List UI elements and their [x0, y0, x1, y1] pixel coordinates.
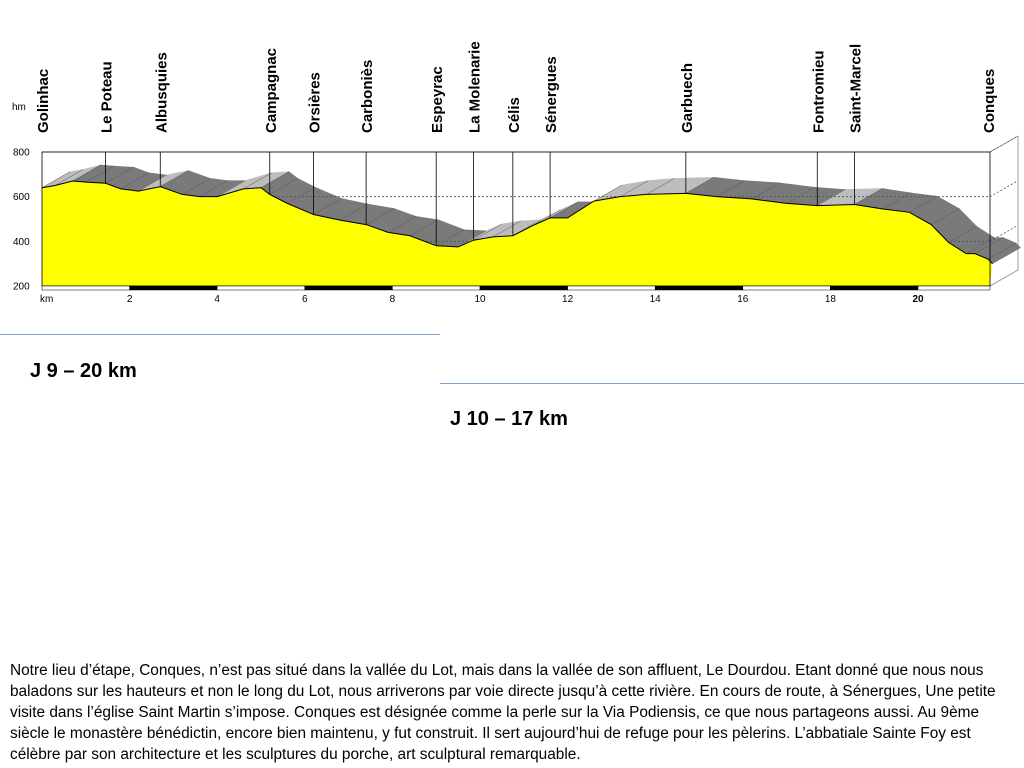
terrain-streak: [817, 189, 846, 206]
terrain-streak: [987, 242, 1017, 260]
x-tick-label: 18: [825, 294, 837, 305]
x-tick-label: 10: [474, 294, 486, 305]
terrain-streak: [549, 201, 579, 219]
scale-bar-block: [830, 285, 919, 291]
divider-line-left: [0, 334, 440, 335]
place-label: Garbuech: [679, 63, 696, 133]
terrain-streak: [909, 196, 938, 213]
place-label: Le Poteau: [99, 61, 116, 133]
grid-depth-line-600: [989, 180, 1019, 198]
y-tick-label: 200: [13, 282, 30, 293]
terrain-streak: [138, 174, 167, 192]
place-label: La Molenarie: [466, 41, 483, 133]
terrain-streak: [260, 171, 290, 188]
x-tick-label: 16: [737, 294, 749, 305]
x-tick-label: 12: [562, 294, 574, 305]
terrain-streak: [269, 178, 298, 195]
scale-bar-block: [567, 285, 656, 291]
terrain-streak: [41, 171, 71, 188]
terrain-streak: [160, 170, 189, 187]
x-axis-unit: km: [40, 294, 53, 305]
terrain-streak: [646, 178, 675, 195]
x-tick-label: 4: [214, 294, 220, 305]
terrain-streak: [409, 219, 439, 236]
terrain-streak: [593, 184, 623, 202]
terrain-streak: [339, 203, 368, 221]
place-label: Saint-Marcel: [847, 44, 864, 133]
y-axis-unit: hm: [12, 102, 26, 113]
x-tick-label: 6: [302, 294, 308, 305]
place-label: Orsières: [307, 72, 324, 133]
scale-bar-block: [304, 285, 393, 291]
scale-bar-block: [129, 285, 218, 291]
terrain-streak: [532, 209, 561, 226]
terrain-streak: [55, 169, 84, 186]
terrain-streak: [436, 229, 465, 247]
scale-bar-block: [479, 285, 568, 291]
terrain-streak: [72, 164, 101, 182]
scale-bar-block: [41, 285, 130, 291]
place-label: Golinhac: [35, 69, 52, 133]
place-label: Carboniès: [359, 60, 376, 133]
place-label: Sénergues: [543, 56, 560, 133]
terrain-streak: [716, 180, 745, 197]
grid-depth-line-800: [989, 135, 1019, 153]
place-label: Conques: [981, 69, 998, 133]
terrain-streak: [751, 182, 780, 200]
terrain-streak: [854, 188, 883, 205]
terrain-streak: [473, 223, 502, 241]
scale-bar-block: [654, 285, 744, 291]
divider-line-right: [440, 383, 1024, 384]
terrain-streak: [199, 180, 228, 197]
terrain-streak: [120, 172, 149, 190]
y-tick-label: 800: [13, 148, 30, 159]
terrain-streak: [974, 237, 1004, 254]
terrain-streak: [948, 226, 977, 243]
scale-bar-block: [742, 285, 831, 291]
terrain-streak: [493, 220, 522, 238]
terrain-streak: [85, 165, 114, 183]
place-label: Célis: [506, 97, 523, 133]
scale-bar-block: [216, 285, 306, 291]
terrain-streak: [217, 180, 246, 197]
y-tick-label: 400: [13, 237, 30, 248]
place-label: Campagnac: [263, 48, 280, 133]
box-edge-bottom: [989, 269, 1019, 287]
terrain-streak: [182, 178, 211, 195]
scale-bar-block: [917, 285, 991, 291]
x-tick-label: 14: [650, 294, 662, 305]
elevation-area: [42, 181, 993, 286]
stage-title-j10: J 10 – 17 km: [450, 408, 568, 430]
terrain-streak: [313, 198, 342, 215]
place-label: Fontromieu: [810, 51, 827, 134]
x-tick-label: 2: [127, 294, 133, 305]
terrain-streak: [287, 187, 316, 204]
place-label: Espeyrac: [429, 66, 446, 133]
y-tick-label: 600: [13, 192, 30, 203]
terrain-streak: [966, 237, 995, 254]
terrain-streak: [457, 230, 487, 248]
terrain-streak: [105, 167, 134, 184]
terrain-streak: [243, 172, 272, 190]
x-tick-label: 20: [912, 294, 924, 305]
elevation-profile-chart: Golinhac Le Poteau Albusquies Campagnac Orsi…: [12, 41, 1021, 305]
stage-title-j9: J 9 – 20 km: [30, 360, 137, 382]
grid-depth-line-400: [989, 224, 1019, 242]
terrain-streak: [365, 208, 395, 225]
terrain-streak: [685, 177, 714, 194]
x-tick-label: 8: [390, 294, 396, 305]
terrain-streak: [786, 187, 815, 204]
scale-bar-block: [392, 285, 481, 291]
terrain-streak: [931, 208, 960, 225]
stage-description: Notre lieu d’étape, Conques, n’est pas s…: [10, 662, 996, 763]
terrain-streak: [882, 192, 912, 210]
terrain-streak: [620, 180, 649, 197]
terrain-streak: [387, 216, 417, 233]
place-label: Albusquies: [153, 52, 170, 133]
